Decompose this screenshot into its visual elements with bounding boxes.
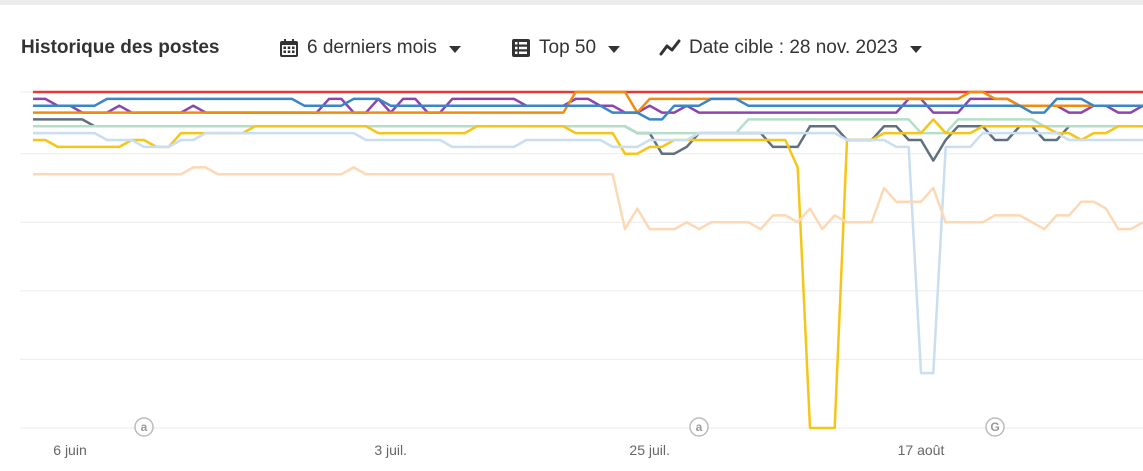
chevron-down-icon — [608, 45, 621, 53]
series-line-mint[interactable] — [33, 118, 1143, 135]
target-date-dropdown[interactable]: Date cible : 28 nov. 2023 — [659, 33, 922, 63]
x-tick-label: 17 août — [898, 442, 945, 458]
target-date-label: Date cible : 28 nov. 2023 — [689, 37, 898, 58]
annotation-marker[interactable]: G — [985, 417, 1005, 437]
annotation-label: a — [696, 420, 703, 434]
rank-history-chart: a a G 6 juin 3 juil. 25 juil. 17 août — [20, 90, 1143, 458]
top-strip — [0, 0, 1143, 5]
annotation-label: G — [990, 420, 999, 434]
top-label: Top 50 — [539, 37, 597, 58]
x-tick-label: 3 juil. — [374, 442, 407, 458]
chart-header: Historique des postes 6 derniers mois — [0, 33, 1143, 63]
top-dropdown[interactable]: Top 50 — [511, 33, 621, 63]
trend-line-icon — [659, 38, 681, 58]
series-line-lightblue[interactable] — [33, 131, 1143, 375]
series-line-blue[interactable] — [33, 97, 1143, 121]
calendar-icon — [279, 38, 299, 58]
series-line-yellow[interactable] — [33, 118, 1143, 430]
chevron-down-icon — [448, 45, 461, 53]
series-line-peach[interactable] — [33, 166, 1143, 231]
series-line-orange[interactable] — [33, 90, 1143, 114]
annotation-marker[interactable]: a — [134, 417, 154, 437]
annotation-marker[interactable]: a — [689, 417, 709, 437]
period-label: 6 derniers mois — [307, 37, 437, 58]
x-tick-label: 6 juin — [53, 442, 86, 458]
period-dropdown[interactable]: 6 derniers mois — [279, 33, 461, 63]
chart-series — [33, 90, 1143, 430]
annotation-label: a — [141, 420, 148, 434]
chart-title: Historique des postes — [21, 37, 220, 58]
x-tick-label: 25 juil. — [629, 442, 669, 458]
x-axis-ticks: 6 juin 3 juil. 25 juil. 17 août — [53, 442, 944, 458]
list-icon — [511, 38, 531, 58]
chevron-down-icon — [909, 45, 922, 53]
